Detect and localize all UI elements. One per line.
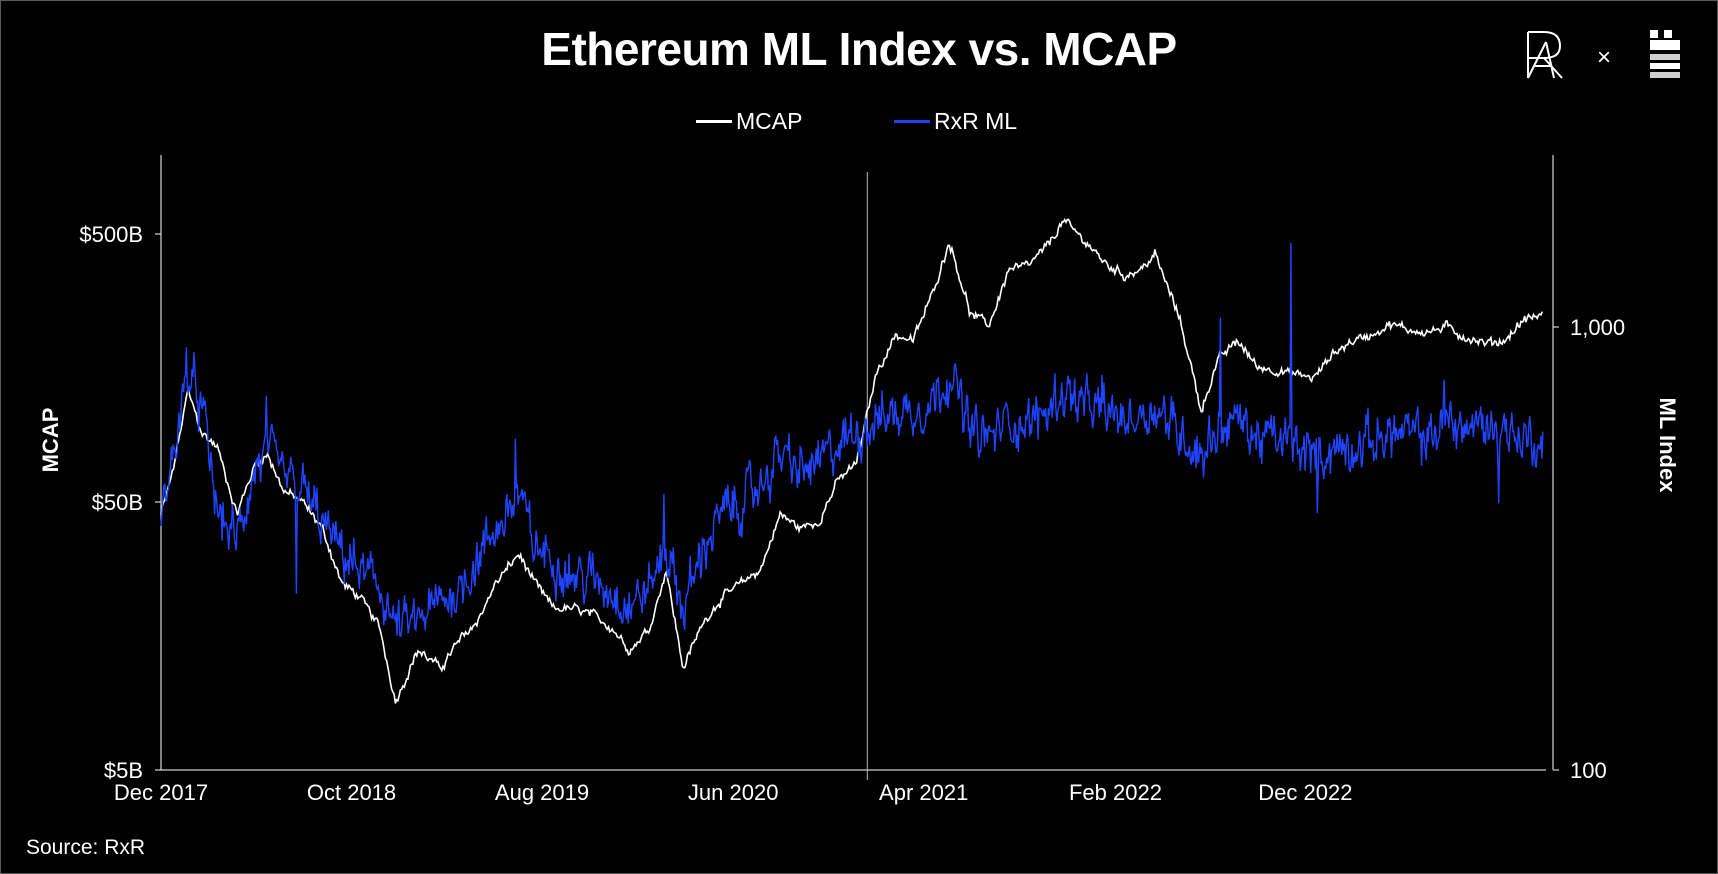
rxr-logo-icon: [1527, 31, 1563, 79]
x-tick-label: Aug 2019: [495, 780, 589, 805]
legend-swatch-mcap: [696, 120, 732, 123]
legend-label-mcap: MCAP: [736, 108, 803, 134]
legend-label-rxr-ml: RxR ML: [934, 108, 1018, 134]
right-tick-label: 1,000: [1570, 315, 1625, 340]
chart-title: Ethereum ML Index vs. MCAP: [541, 23, 1177, 75]
legend-item-rxr-ml: RxR ML: [894, 108, 1017, 135]
series-line-mcap: [160, 218, 1543, 704]
left-tick-label: $5B: [104, 758, 143, 783]
right-tick-label: 100: [1570, 758, 1607, 783]
left-tick-label: $500B: [79, 222, 143, 247]
axes: [160, 155, 1554, 780]
left-axis-title: MCAP: [38, 408, 63, 473]
series-line-rxr-ml: [160, 242, 1544, 638]
tick-labels: $5B $50B $500B 100 1,000 Dec 2017 Oct 2018 Aug …: [79, 222, 1625, 805]
x-tick-label: Jun 2020: [688, 780, 779, 805]
legend-swatch-rxr-ml: [894, 120, 930, 123]
source-note: Source: RxR: [26, 836, 146, 859]
right-axis-title: ML Index: [1655, 398, 1680, 494]
logo-cross: ×: [1597, 44, 1611, 71]
x-tick-label: Oct 2018: [307, 780, 396, 805]
x-tick-label: Feb 2022: [1069, 780, 1162, 805]
legend: MCAP RxR ML: [0, 108, 1718, 138]
partner-logo-icon: [1650, 30, 1680, 78]
left-tick-label: $50B: [92, 490, 143, 515]
legend-item-mcap: MCAP: [696, 108, 802, 135]
x-tick-label: Apr 2021: [879, 780, 968, 805]
logo: ×: [1527, 30, 1680, 79]
x-tick-label: Dec 2017: [114, 780, 208, 805]
x-tick-label: Dec 2022: [1258, 780, 1352, 805]
